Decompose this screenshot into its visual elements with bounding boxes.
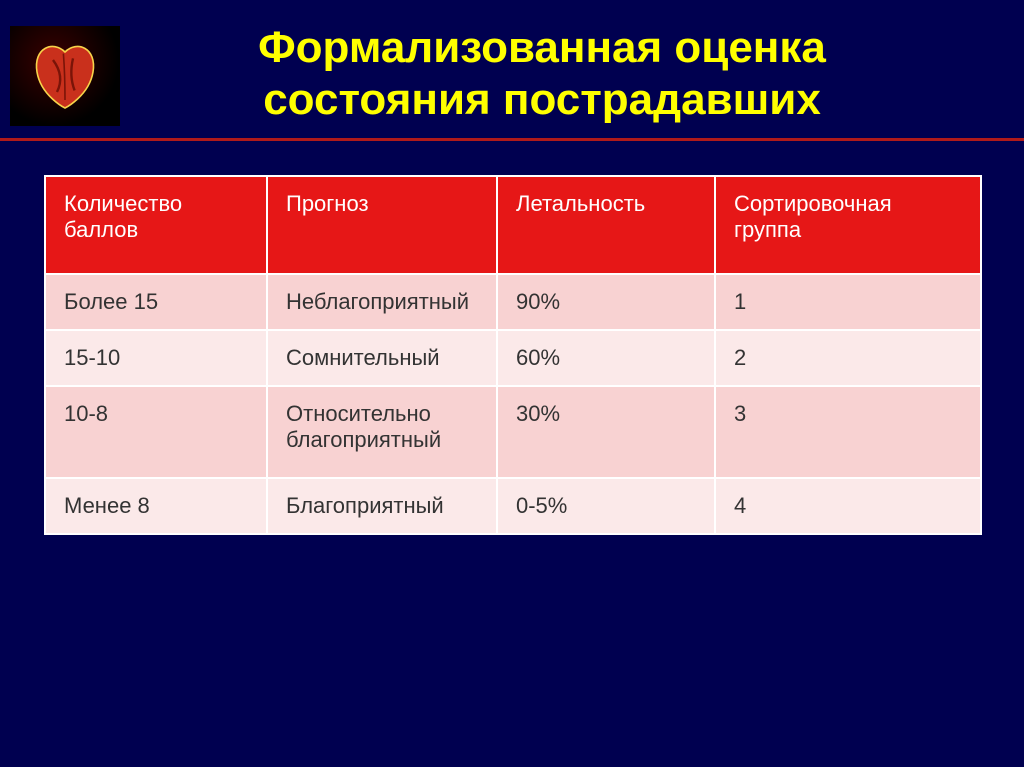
cell-triage: 4 <box>715 478 981 534</box>
assessment-table-container: Количество баллов Прогноз Летальность Со… <box>44 175 980 535</box>
cell-triage: 2 <box>715 330 981 386</box>
cell-lethality: 30% <box>497 386 715 478</box>
title-divider <box>0 138 1024 141</box>
cell-prognosis: Относительно благоприятный <box>267 386 497 478</box>
cell-triage: 1 <box>715 274 981 330</box>
cell-prognosis: Сомнительный <box>267 330 497 386</box>
col-header-score: Количество баллов <box>45 176 267 274</box>
cell-lethality: 90% <box>497 274 715 330</box>
assessment-table: Количество баллов Прогноз Летальность Со… <box>44 175 982 535</box>
slide-title: Формализованная оценка состояния пострад… <box>0 0 1024 126</box>
cell-prognosis: Неблагоприятный <box>267 274 497 330</box>
cell-score: Более 15 <box>45 274 267 330</box>
cell-lethality: 60% <box>497 330 715 386</box>
title-line-2: состояния пострадавших <box>263 75 821 124</box>
table-row: 15-10 Сомнительный 60% 2 <box>45 330 981 386</box>
cell-lethality: 0-5% <box>497 478 715 534</box>
cell-score: 10-8 <box>45 386 267 478</box>
table-row: Более 15 Неблагоприятный 90% 1 <box>45 274 981 330</box>
title-line-1: Формализованная оценка <box>258 23 826 72</box>
table-row: Менее 8 Благоприятный 0-5% 4 <box>45 478 981 534</box>
table-header-row: Количество баллов Прогноз Летальность Со… <box>45 176 981 274</box>
cell-score: 15-10 <box>45 330 267 386</box>
cell-triage: 3 <box>715 386 981 478</box>
cell-prognosis: Благоприятный <box>267 478 497 534</box>
col-header-lethality: Летальность <box>497 176 715 274</box>
table-row: 10-8 Относительно благоприятный 30% 3 <box>45 386 981 478</box>
col-header-triage: Сортировочная группа <box>715 176 981 274</box>
cell-score: Менее 8 <box>45 478 267 534</box>
anatomical-heart-icon <box>10 26 120 126</box>
col-header-prognosis: Прогноз <box>267 176 497 274</box>
